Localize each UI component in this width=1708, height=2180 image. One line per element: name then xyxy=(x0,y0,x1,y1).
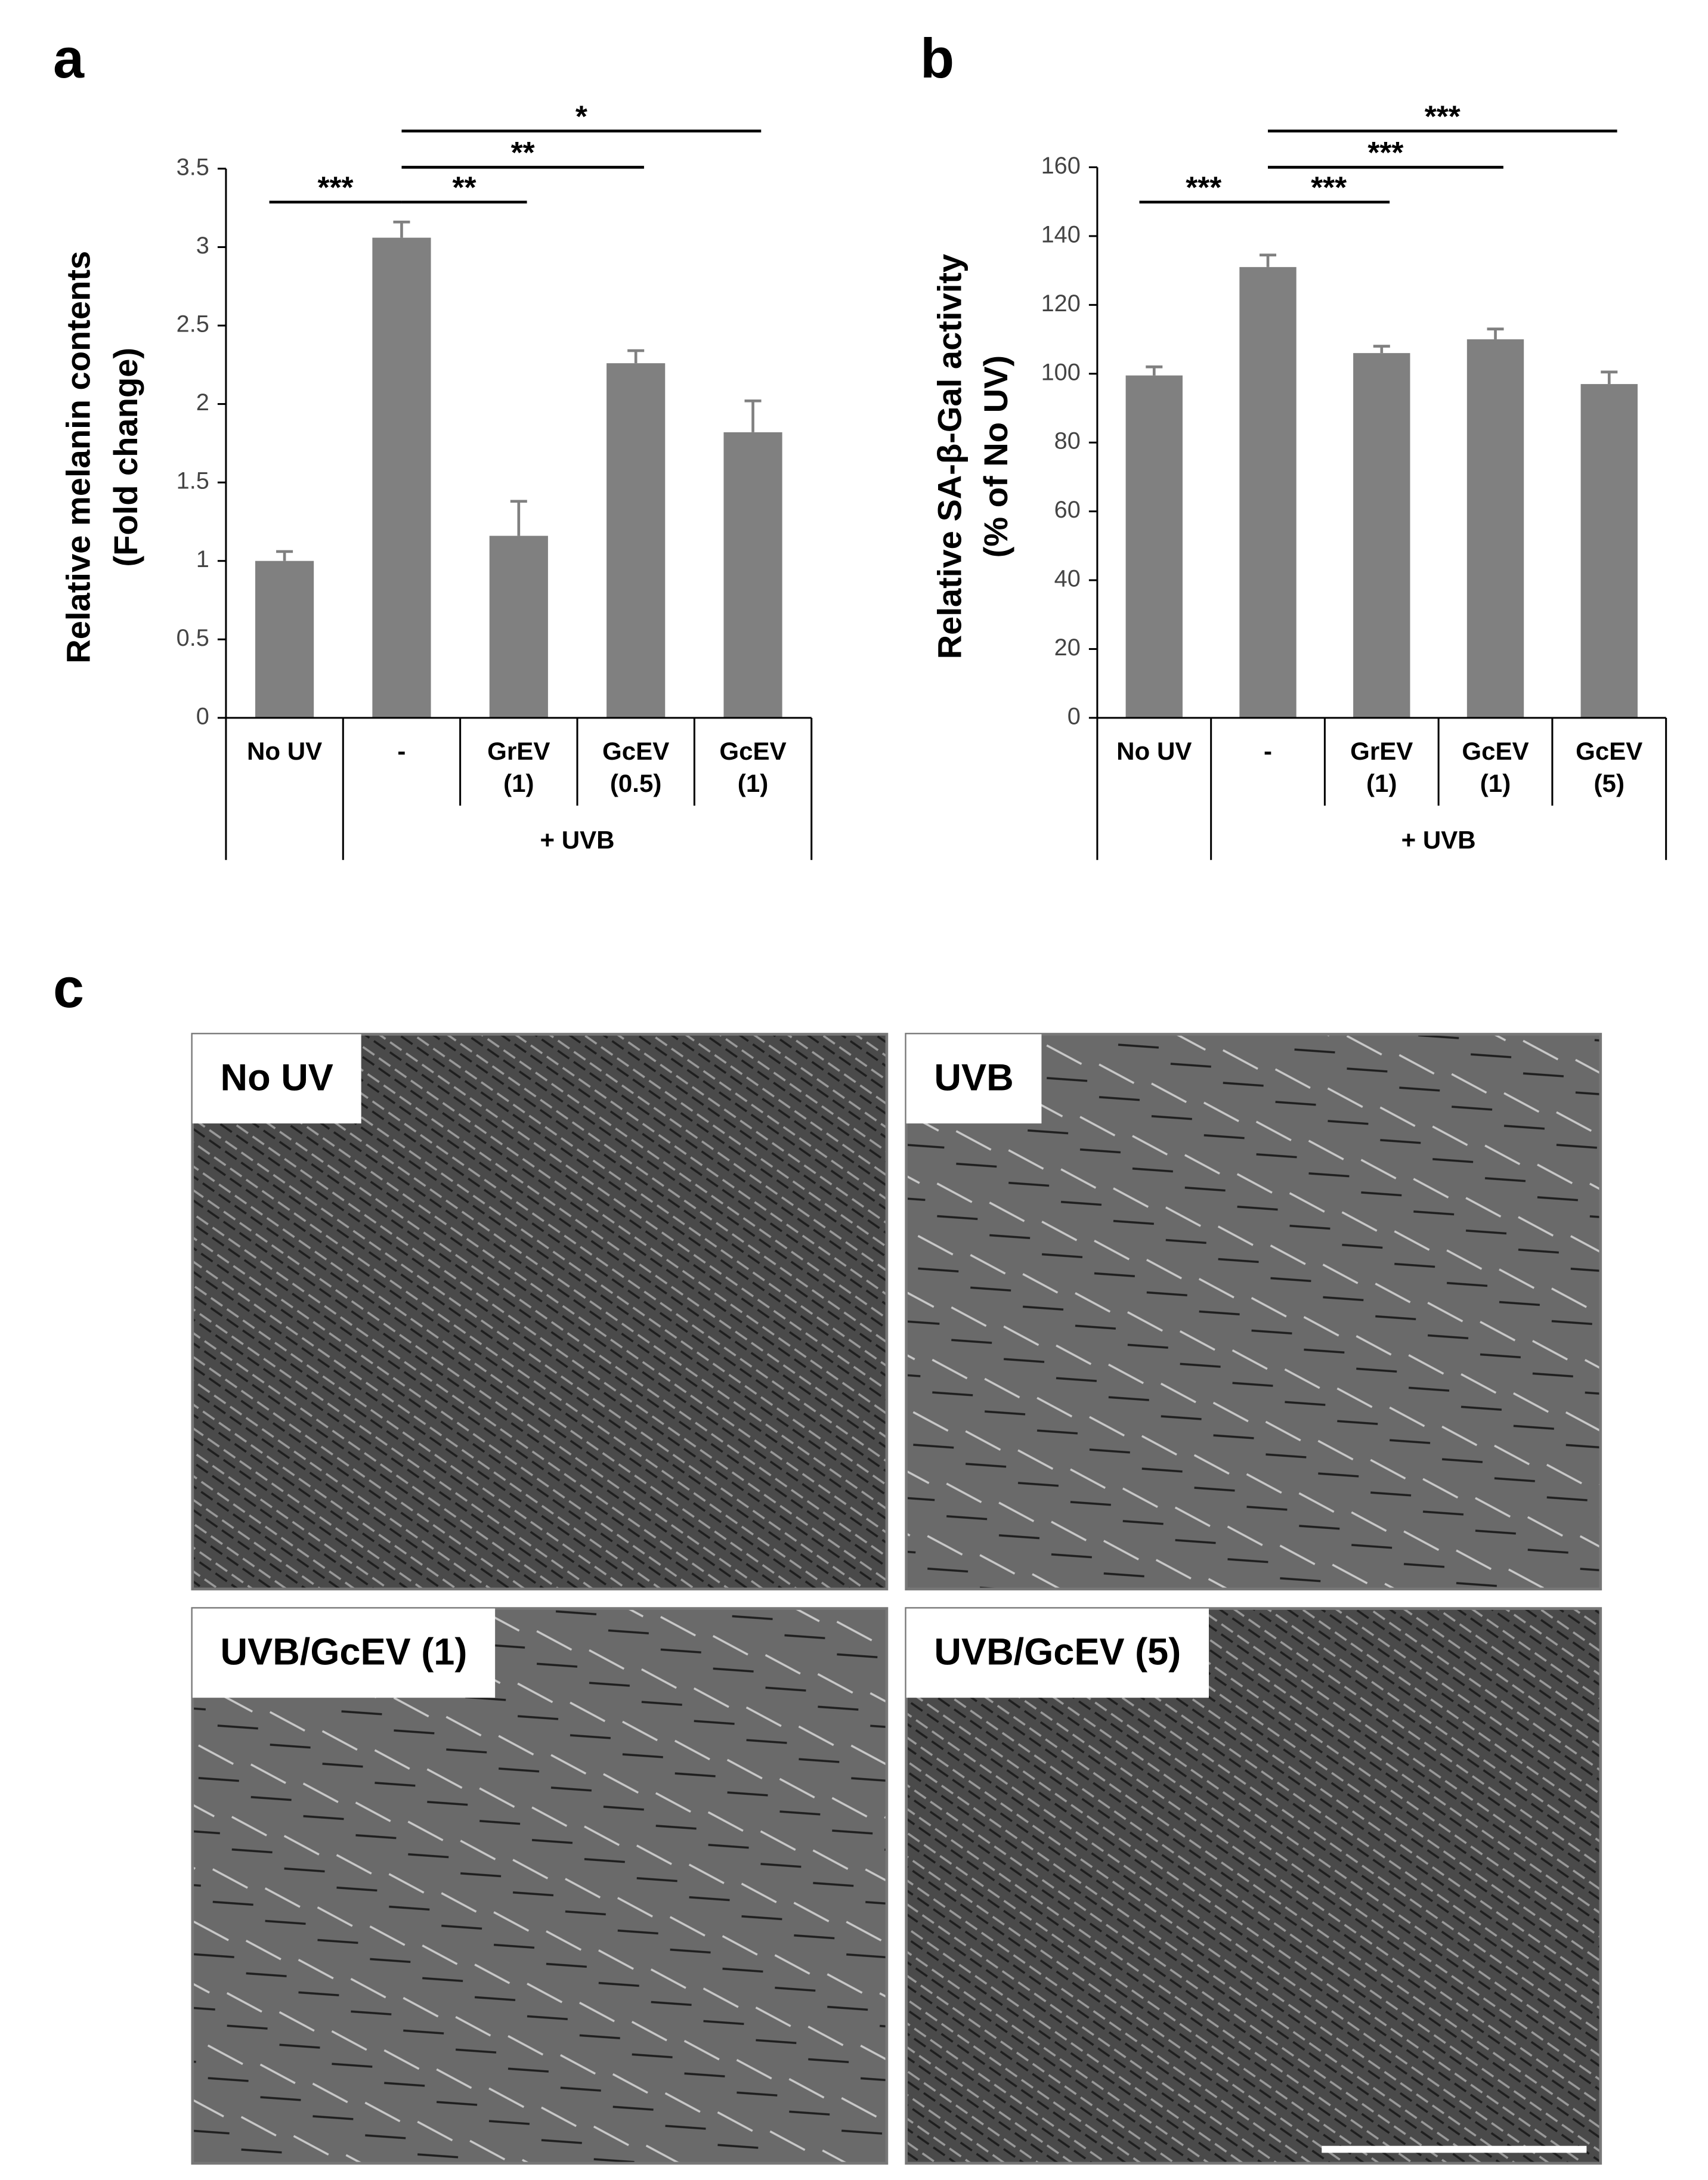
category-box: GrEV (1) xyxy=(487,737,550,798)
bar xyxy=(1466,339,1524,718)
category-label: - xyxy=(397,737,406,766)
bar xyxy=(723,432,782,718)
label-box xyxy=(192,1034,361,1124)
y-tick-label: 40 xyxy=(1054,566,1081,592)
micrograph xyxy=(191,1607,889,2165)
category-label: GcEV (0.5) xyxy=(602,737,670,798)
category-label: No UV xyxy=(1116,737,1192,766)
y-tick-label: 2 xyxy=(196,389,209,416)
image-label: UVB/GcEV (1) xyxy=(221,1631,468,1673)
panel-label: b xyxy=(920,27,954,89)
error-bar xyxy=(510,500,527,536)
significance-label: *** xyxy=(317,169,353,204)
bar xyxy=(372,237,431,718)
y-tick-label: 80 xyxy=(1054,428,1081,454)
category-box: No UV xyxy=(1116,737,1192,766)
category-box: GcEV (0.5) xyxy=(602,737,670,798)
significance-label: * xyxy=(575,98,587,133)
error-bar xyxy=(627,349,645,364)
y-tick-label: 0.5 xyxy=(177,625,209,651)
category-box: - xyxy=(397,737,406,766)
significance-label: ** xyxy=(511,135,535,169)
group-label: + UVB xyxy=(540,826,614,854)
y-tick-label: 0 xyxy=(196,703,209,729)
error-bar xyxy=(744,399,762,432)
error-bar xyxy=(1373,345,1390,354)
category-label: GrEV (1) xyxy=(487,737,550,798)
category-label: GcEV (1) xyxy=(719,737,787,798)
bar xyxy=(1353,353,1410,718)
micrograph xyxy=(905,1607,1602,2165)
bar xyxy=(255,561,314,718)
category-box: GcEV (5) xyxy=(1576,737,1643,798)
y-axis-label: (Fold change) xyxy=(107,348,144,567)
category-box: No UV xyxy=(246,737,323,766)
category-label: No UV xyxy=(246,737,323,766)
significance-label: *** xyxy=(1186,169,1221,204)
category-label: GcEV (5) xyxy=(1576,737,1643,798)
bar xyxy=(607,363,666,718)
y-tick-label: 0 xyxy=(1068,703,1081,729)
category-label: - xyxy=(1263,737,1273,766)
y-axis-label: Relative melanin contents xyxy=(60,251,97,664)
significance-label: *** xyxy=(1311,169,1347,204)
y-tick-label: 3.5 xyxy=(177,154,209,180)
y-tick-label: 1.5 xyxy=(177,468,209,494)
category-box: GrEV (1) xyxy=(1350,737,1413,798)
significance-label: *** xyxy=(1425,98,1461,133)
image-label: UVB/GcEV (5) xyxy=(934,1631,1181,1673)
panel-label: c xyxy=(53,956,84,1019)
category-box: GcEV (1) xyxy=(719,737,787,798)
significance-label: *** xyxy=(1367,135,1403,169)
error-bar xyxy=(276,550,293,561)
y-tick-label: 20 xyxy=(1054,634,1081,661)
error-bar xyxy=(393,220,410,238)
error-bar xyxy=(1601,370,1618,385)
y-axis-label: Relative SA-β-Gal activity xyxy=(931,254,969,659)
y-tick-label: 60 xyxy=(1054,497,1081,523)
error-bar xyxy=(1260,253,1277,267)
label-box xyxy=(192,1608,496,1698)
category-label: GrEV (1) xyxy=(1350,737,1413,798)
category-box: GcEV (1) xyxy=(1462,737,1529,798)
label-box xyxy=(906,1034,1042,1124)
y-tick-label: 2.5 xyxy=(177,311,209,337)
error-bar xyxy=(1487,327,1504,340)
y-tick-label: 1 xyxy=(196,546,209,572)
y-tick-label: 120 xyxy=(1041,290,1081,317)
y-tick-label: 3 xyxy=(196,233,209,259)
y-tick-label: 100 xyxy=(1041,359,1081,385)
bar xyxy=(489,535,548,718)
error-bar xyxy=(1146,365,1163,376)
panel-label: a xyxy=(53,27,85,89)
micrograph xyxy=(905,1033,1602,1591)
category-box: - xyxy=(1263,737,1273,766)
y-tick-label: 160 xyxy=(1041,153,1081,179)
label-box xyxy=(906,1608,1209,1698)
bar xyxy=(1125,375,1183,718)
y-tick-label: 140 xyxy=(1041,221,1081,247)
y-axis-label: (% of No UV) xyxy=(977,355,1014,558)
bar xyxy=(1239,267,1297,718)
significance-label: ** xyxy=(452,169,476,204)
image-label: No UV xyxy=(221,1057,333,1098)
bar xyxy=(1580,384,1638,718)
category-label: GcEV (1) xyxy=(1462,737,1529,798)
group-label: + UVB xyxy=(1401,826,1476,854)
image-label: UVB xyxy=(934,1057,1013,1098)
micrograph xyxy=(191,1033,889,1591)
